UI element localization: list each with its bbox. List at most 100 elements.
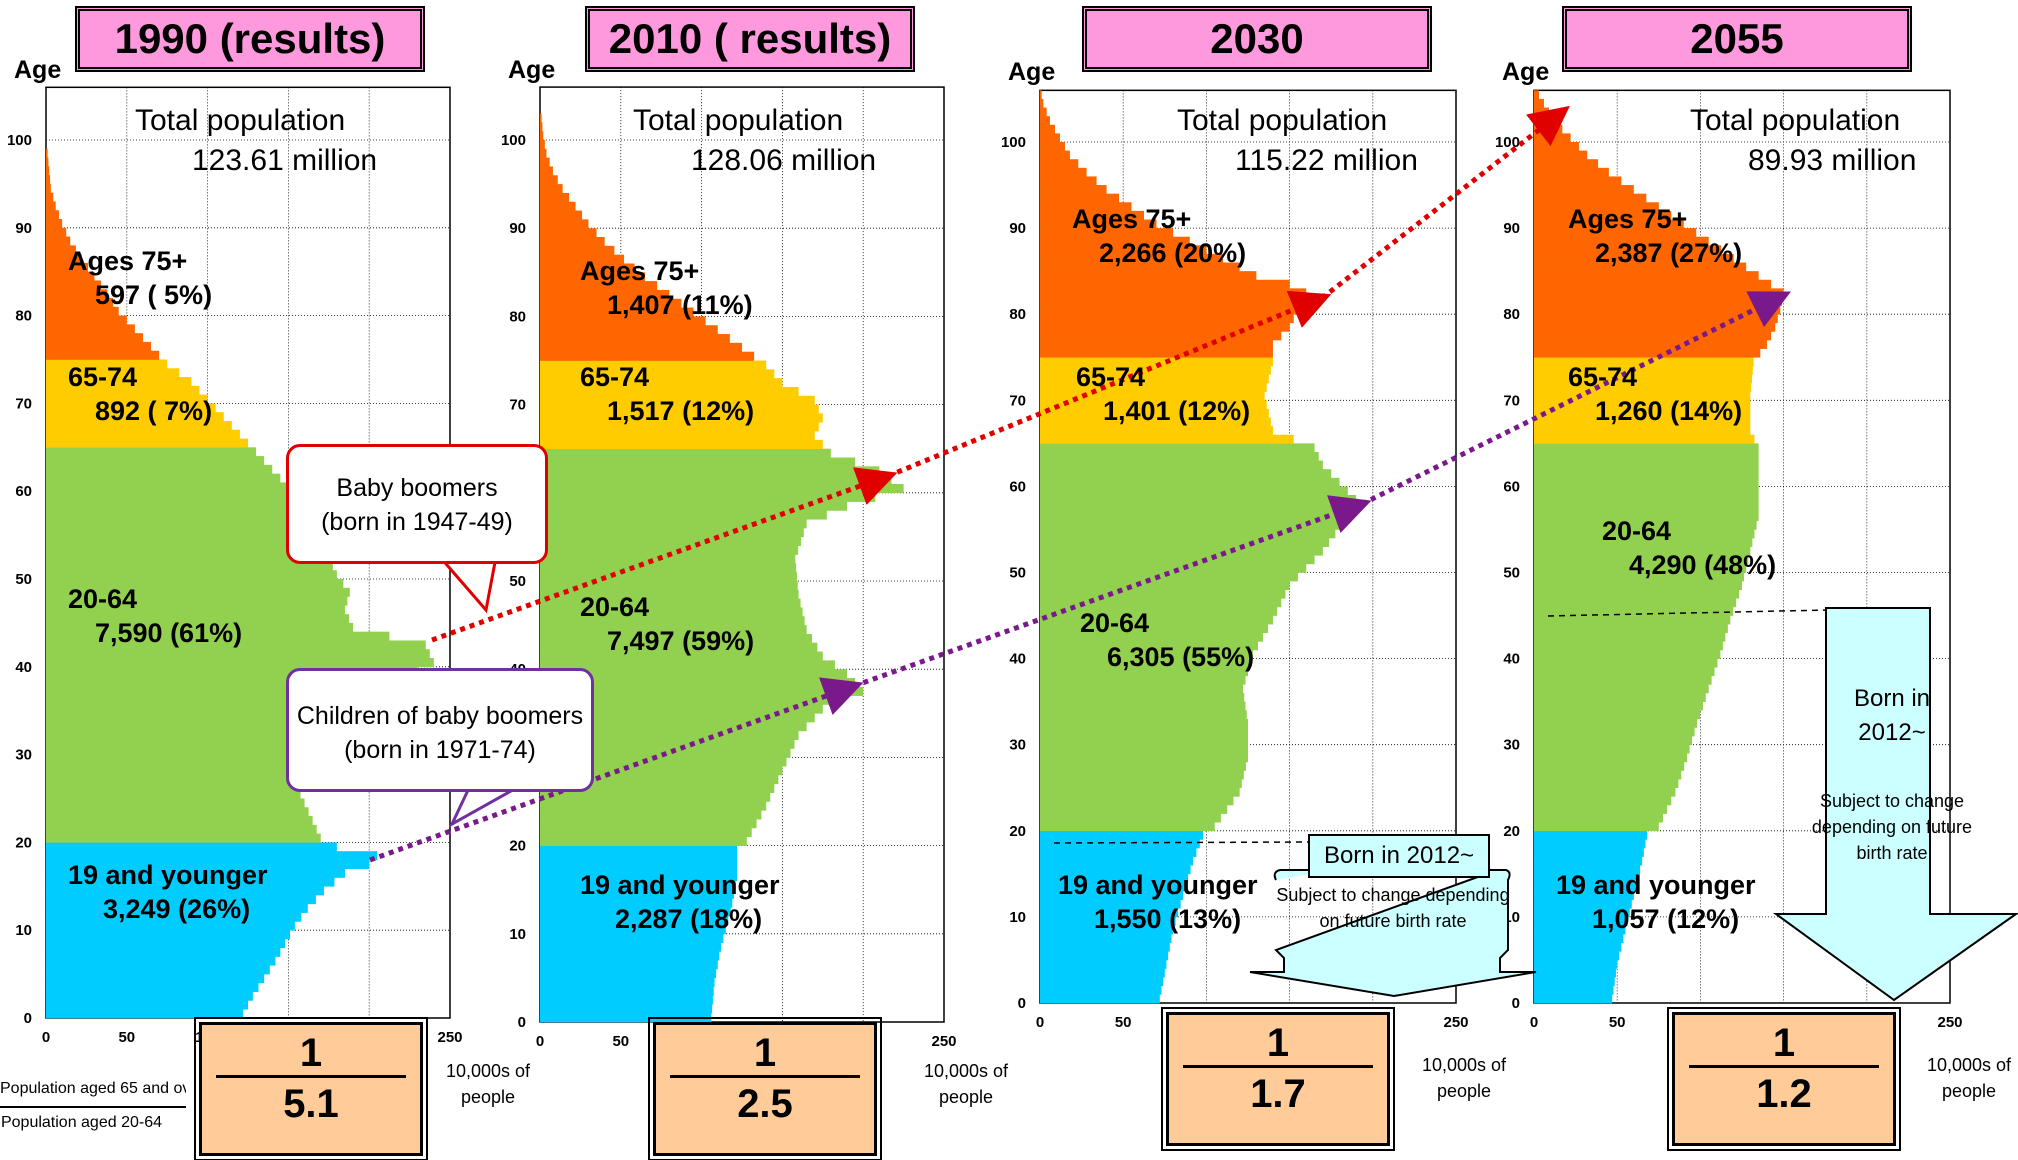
group-label-65-74: 65-74 (1568, 362, 1638, 392)
baby-boomers-line2: (born in 1947-49) (321, 508, 513, 536)
group-value-20-64: 7,497 (59%) (607, 626, 755, 656)
bar-20-64 (1040, 761, 1246, 771)
y-tick-label: 0 (1512, 995, 1520, 1012)
bar-75plus (1040, 107, 1047, 117)
group-label-75plus: Ages 75+ (1568, 204, 1688, 234)
y-tick-label: 70 (1503, 392, 1520, 409)
bar-19-younger (46, 912, 302, 922)
bar-20-64 (1040, 563, 1307, 573)
bar-20-64 (1040, 779, 1242, 789)
x-tick-label: 250 (1443, 1014, 1468, 1031)
bar-75plus (1040, 296, 1303, 306)
bar-20-64 (46, 596, 348, 606)
bar-19-younger (1040, 959, 1167, 969)
bar-65-74 (1040, 374, 1269, 384)
bar-20-64 (1534, 796, 1672, 806)
bar-19-younger (1534, 882, 1636, 892)
group-label-75plus: Ages 75+ (1072, 204, 1192, 234)
bar-19-younger (540, 960, 718, 970)
bar-20-64 (1534, 718, 1698, 728)
bar-20-64 (1534, 486, 1759, 496)
bar-20-64 (1534, 822, 1659, 832)
bar-20-64 (46, 737, 309, 747)
y-tick-label: 40 (1009, 651, 1026, 668)
bar-20-64 (1040, 822, 1215, 832)
bar-75plus (540, 263, 635, 273)
bar-20-64 (1040, 770, 1244, 780)
bar-20-64 (1040, 529, 1336, 539)
bar-20-64 (1534, 624, 1728, 634)
bar-75plus (46, 333, 143, 343)
bar-75plus (1040, 253, 1224, 263)
bar-75plus (1040, 142, 1065, 151)
bar-20-64 (1534, 770, 1682, 780)
group-label-19-younger: 19 and younger (580, 870, 780, 900)
bar-19-younger (1040, 873, 1189, 883)
bar-20-64 (540, 483, 904, 494)
bar-19-younger (1534, 899, 1632, 909)
bar-75plus (46, 350, 160, 360)
bar-19-younger (1534, 830, 1648, 840)
bar-75plus (46, 254, 82, 264)
bar-20-64 (46, 543, 325, 553)
bar-65-74 (1534, 365, 1753, 375)
bar-75plus (1040, 116, 1050, 126)
y-axis-title: Age (1008, 58, 1055, 86)
group-value-75plus: 2,387 (27%) (1595, 238, 1743, 268)
bar-65-74 (1534, 357, 1754, 367)
bar-20-64 (1534, 632, 1726, 642)
bar-65-74 (1534, 426, 1751, 436)
bar-20-64 (540, 739, 795, 749)
bar-75plus (1534, 340, 1767, 349)
bar-20-64 (540, 572, 797, 582)
group-label-20-64: 20-64 (1080, 608, 1150, 638)
group-value-20-64: 4,290 (48%) (1629, 550, 1777, 580)
bar-20-64 (1040, 718, 1248, 728)
bar-75plus (540, 210, 583, 220)
bar-20-64 (540, 616, 805, 626)
y-tick-label: 10 (509, 926, 526, 943)
bar-20-64 (1040, 477, 1340, 487)
bar-19-younger (540, 933, 724, 943)
group-value-75plus: 1,407 (11%) (607, 290, 753, 320)
group-value-19-younger: 1,550 (13%) (1094, 904, 1242, 934)
bar-20-64 (540, 704, 823, 714)
born-2012-divider (1053, 841, 1311, 844)
bar-20-64 (540, 607, 803, 617)
ratio-box-2030: 1 1.7 (1161, 1007, 1395, 1151)
y-tick-label: 100 (7, 132, 32, 149)
bar-19-younger (46, 868, 345, 878)
bar-20-64 (540, 528, 804, 538)
bar-75plus (1534, 271, 1759, 281)
bar-65-74 (1534, 383, 1752, 392)
bar-19-younger (1040, 934, 1172, 944)
x-axis-units-2010: 10,000s of people (923, 1061, 1009, 1107)
bar-20-64 (540, 598, 801, 608)
callout-tail (438, 556, 498, 614)
bar-19-younger (540, 995, 713, 1005)
bar-75plus (540, 228, 597, 238)
bar-20-64 (1534, 538, 1753, 547)
bar-20-64 (1040, 736, 1248, 745)
bar-75plus (1534, 185, 1634, 194)
baby-boomers-callout: Baby boomers (born in 1947-49) (286, 444, 548, 564)
bar-19-younger (1534, 942, 1622, 952)
bar-20-64 (46, 649, 430, 659)
ratio-denominator: 5.1 (283, 1082, 339, 1126)
born-2012-note-2055: Subject to change depending on future bi… (1811, 791, 1973, 863)
bar-20-64 (540, 642, 818, 652)
bar-20-64 (1534, 727, 1695, 737)
x-tick-label: 0 (42, 1029, 50, 1046)
total-population-label: Total population (135, 104, 346, 137)
total-population-value: 115.22 million (1235, 144, 1418, 177)
bar-19-younger (1040, 985, 1162, 995)
bar-19-younger (1534, 968, 1616, 978)
group-label-75plus: Ages 75+ (580, 256, 700, 286)
panel-title-1990: 1990 (results) (75, 6, 425, 72)
bar-20-64 (46, 684, 378, 694)
bar-20-64 (1040, 555, 1315, 565)
bar-20-64 (46, 710, 337, 720)
x-axis-units-2030: 10,000s of people (1421, 1055, 1507, 1101)
bar-19-younger (46, 930, 291, 940)
group-label-19-younger: 19 and younger (68, 860, 268, 890)
